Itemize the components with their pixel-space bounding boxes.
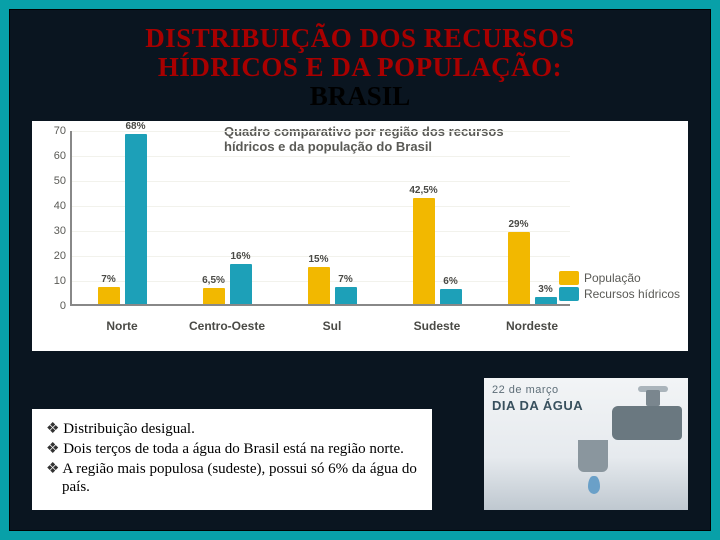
faucet-icon — [572, 386, 682, 506]
x-category-label: Sul — [323, 319, 342, 333]
chart-legend: População Recursos hídricos — [559, 269, 680, 303]
bar-recursos: 6% — [440, 289, 462, 304]
legend-label: População — [584, 271, 641, 285]
legend-item-populacao: População — [559, 271, 680, 285]
bar-populacao: 42,5% — [413, 198, 435, 304]
side-image-date: 22 de março — [492, 384, 559, 396]
bullet-item: ❖ A região mais populosa (sudeste), poss… — [46, 460, 418, 498]
bar-recursos: 16% — [230, 264, 252, 304]
bullet-item: ❖ Dois terços de toda a água do Brasil e… — [46, 440, 418, 459]
bar-value-label: 15% — [308, 254, 328, 265]
bar-value-label: 6,5% — [202, 275, 225, 286]
bar-value-label: 42,5% — [409, 185, 437, 196]
x-category-label: Nordeste — [506, 319, 558, 333]
y-tick-label: 40 — [42, 200, 66, 212]
bar-recursos: 3% — [535, 297, 557, 305]
bar-recursos: 68% — [125, 134, 147, 304]
y-tick-label: 70 — [42, 125, 66, 137]
bullet-marker-icon: ❖ — [46, 461, 62, 477]
gridline — [72, 131, 570, 132]
bullet-marker-icon: ❖ — [46, 421, 63, 437]
y-tick-label: 50 — [42, 175, 66, 187]
slide-body: DISTRIBUIÇÃO DOS RECURSOS HÍDRICOS E DA … — [9, 9, 711, 531]
gridline — [72, 206, 570, 207]
chart-plot-area: 0102030405060707%68%Norte6,5%16%Centro-O… — [70, 131, 570, 306]
x-category-label: Sudeste — [414, 319, 461, 333]
gridline — [72, 156, 570, 157]
bar-value-label: 7% — [338, 274, 352, 285]
bar-populacao: 7% — [98, 287, 120, 305]
bullet-item: ❖ Distribuição desigual. — [46, 420, 418, 439]
title-line3: BRASIL — [30, 82, 690, 111]
slide-frame: DISTRIBUIÇÃO DOS RECURSOS HÍDRICOS E DA … — [0, 0, 720, 540]
legend-swatch-populacao — [559, 271, 579, 285]
y-tick-label: 10 — [42, 275, 66, 287]
title-line1: DISTRIBUIÇÃO DOS RECURSOS — [30, 24, 690, 53]
bullet-list: ❖ Distribuição desigual.❖ Dois terços de… — [32, 409, 432, 510]
chart-panel: Quadro comparativo por região dos recurs… — [32, 121, 688, 351]
bar-value-label: 6% — [443, 276, 457, 287]
legend-item-recursos: Recursos hídricos — [559, 287, 680, 301]
y-tick-label: 20 — [42, 250, 66, 262]
bar-populacao: 29% — [508, 232, 530, 305]
y-tick-label: 30 — [42, 225, 66, 237]
gridline — [72, 181, 570, 182]
y-tick-label: 60 — [42, 150, 66, 162]
bullet-marker-icon: ❖ — [46, 441, 63, 457]
bar-value-label: 7% — [101, 274, 115, 285]
x-category-label: Norte — [106, 319, 137, 333]
bar-populacao: 6,5% — [203, 288, 225, 304]
bar-value-label: 16% — [230, 251, 250, 262]
gridline — [72, 231, 570, 232]
side-image-water-day: 22 de março DIA DA ÁGUA — [484, 378, 688, 510]
legend-label: Recursos hídricos — [584, 287, 680, 301]
bar-recursos: 7% — [335, 287, 357, 305]
y-tick-label: 0 — [42, 300, 66, 312]
bar-value-label: 68% — [125, 121, 145, 132]
bar-value-label: 3% — [538, 284, 552, 295]
bar-value-label: 29% — [508, 219, 528, 230]
title-line2: HÍDRICOS E DA POPULAÇÃO: — [30, 53, 690, 82]
legend-swatch-recursos — [559, 287, 579, 301]
title-block: DISTRIBUIÇÃO DOS RECURSOS HÍDRICOS E DA … — [10, 10, 710, 117]
x-category-label: Centro-Oeste — [189, 319, 265, 333]
bar-populacao: 15% — [308, 267, 330, 305]
side-image-title: DIA DA ÁGUA — [492, 398, 583, 413]
